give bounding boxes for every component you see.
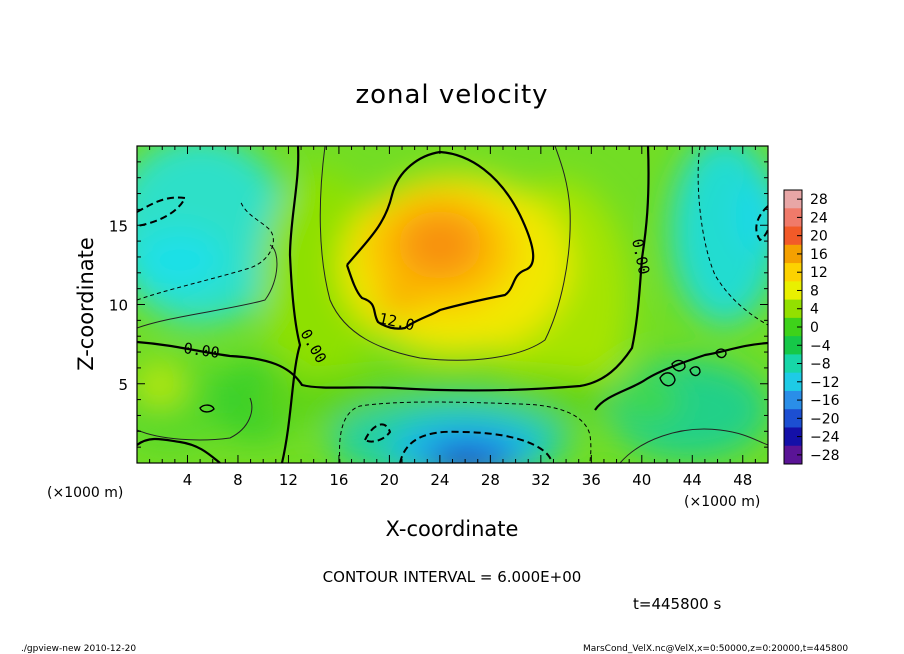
colorbar-swatch xyxy=(784,409,802,428)
colorbar-swatch xyxy=(784,445,802,465)
contour-loop xyxy=(715,348,727,359)
contour-line xyxy=(137,244,278,329)
colorbar-label: 0 xyxy=(810,320,819,336)
contour-line xyxy=(137,437,221,463)
colorbar-label: 20 xyxy=(810,229,828,245)
contour-line-negative xyxy=(137,196,187,227)
y-unit-label: (×1000 m) xyxy=(47,485,123,501)
colorbar-label: 4 xyxy=(810,302,819,318)
field-blob xyxy=(425,440,515,463)
contour-line xyxy=(619,428,768,463)
chart-title: zonal velocity xyxy=(355,80,548,110)
contour-line xyxy=(594,341,768,411)
colorbar-swatch xyxy=(784,244,802,264)
field-blob xyxy=(260,170,380,390)
contour-loop xyxy=(671,359,686,372)
contour-line xyxy=(345,150,535,330)
contour-label: 0.00 xyxy=(182,339,220,362)
colorbar-label: −12 xyxy=(810,375,840,391)
contour-loop xyxy=(689,366,701,377)
colorbar-label: −8 xyxy=(810,357,831,373)
y-tick-label: 15 xyxy=(109,217,128,235)
colorbar-swatch xyxy=(784,263,802,282)
colorbar-labels: 28 24 20 16 12 8 4 0 −4 −8 −12 −16 −20 −24 −28 xyxy=(810,192,840,464)
y-tick-label: 10 xyxy=(109,297,128,315)
contour-interval-note: CONTOUR INTERVAL = 6.000E+00 xyxy=(323,568,582,586)
contour-line xyxy=(280,146,302,463)
colorbar-swatch xyxy=(784,208,802,228)
x-axis-label: X-coordinate xyxy=(386,517,519,541)
time-label: t=445800 s xyxy=(633,595,721,613)
y-tick-label: 5 xyxy=(118,376,128,394)
colorbar-swatch xyxy=(784,354,802,374)
colorbar-label: 12 xyxy=(810,265,828,281)
field-blob xyxy=(439,458,481,463)
x-tick-label: 48 xyxy=(733,471,752,489)
field-blob xyxy=(378,286,422,314)
field-blob xyxy=(398,211,482,279)
colorbar-label: −4 xyxy=(810,338,831,354)
colorbar-swatch xyxy=(784,299,802,319)
colorbar-label: 28 xyxy=(810,192,828,208)
x-tick-label: 40 xyxy=(632,471,651,489)
colorbar-swatch xyxy=(784,336,802,355)
colorbar-label: −28 xyxy=(810,448,840,464)
colorbar-swatch xyxy=(784,427,802,447)
contour-loop xyxy=(199,404,215,413)
contour-line xyxy=(137,146,650,392)
contour-line-negative xyxy=(364,423,392,443)
colorbar-label: −24 xyxy=(810,430,840,446)
footer-right: MarsCond_VelX.nc@VelX,x=0:50000,z=0:2000… xyxy=(583,644,848,654)
colorbar-label: 24 xyxy=(810,210,828,226)
x-tick-label: 16 xyxy=(329,471,348,489)
x-tick-label: 24 xyxy=(430,471,449,489)
axis-ticks xyxy=(137,146,768,463)
colorbar-swatch xyxy=(784,226,802,246)
contour-line-negative xyxy=(755,205,768,242)
colorbar-label: −16 xyxy=(810,393,840,409)
field-blob xyxy=(137,363,185,407)
colorbar-swatch xyxy=(784,372,802,392)
field-blob xyxy=(620,380,680,420)
colorbar-swatch xyxy=(784,390,802,410)
contour-line xyxy=(137,397,253,441)
colorbar-swatch xyxy=(784,190,802,209)
contour-line-negative xyxy=(399,430,553,463)
y-axis-label: Z-coordinate xyxy=(74,237,98,371)
contour-line-negative xyxy=(137,199,274,301)
contour-line xyxy=(319,146,571,361)
field-blob xyxy=(137,230,225,290)
contour-islands xyxy=(199,348,727,413)
x-tick-label: 28 xyxy=(481,471,500,489)
x-tick-label: 8 xyxy=(233,471,243,489)
x-tick-label: 36 xyxy=(582,471,601,489)
x-tick-label: 32 xyxy=(531,471,550,489)
colorbar-label: 8 xyxy=(810,283,819,299)
contour-line-negative xyxy=(697,146,768,326)
contour-loop xyxy=(659,372,676,387)
colorbar-swatch xyxy=(784,281,802,301)
contour-line-negative xyxy=(339,401,592,463)
y-tick-labels: 5 10 15 xyxy=(109,217,128,394)
footer-left: ./gpview-new 2010-12-20 xyxy=(21,644,136,654)
colorbar-label: −20 xyxy=(810,411,840,427)
x-unit-label: (×1000 m) xyxy=(684,494,760,510)
x-tick-label: 20 xyxy=(380,471,399,489)
x-tick-label: 12 xyxy=(279,471,298,489)
x-tick-labels: 4 8 12 16 20 24 28 32 36 40 44 48 xyxy=(183,471,753,489)
colorbar-label: 16 xyxy=(810,247,828,263)
colorbar-ticks xyxy=(797,198,802,456)
colorbar-swatch xyxy=(784,317,802,337)
x-tick-label: 4 xyxy=(183,471,193,489)
field-area xyxy=(137,146,768,463)
colorbar xyxy=(784,190,802,465)
field-blob xyxy=(735,175,768,255)
x-tick-label: 44 xyxy=(683,471,702,489)
